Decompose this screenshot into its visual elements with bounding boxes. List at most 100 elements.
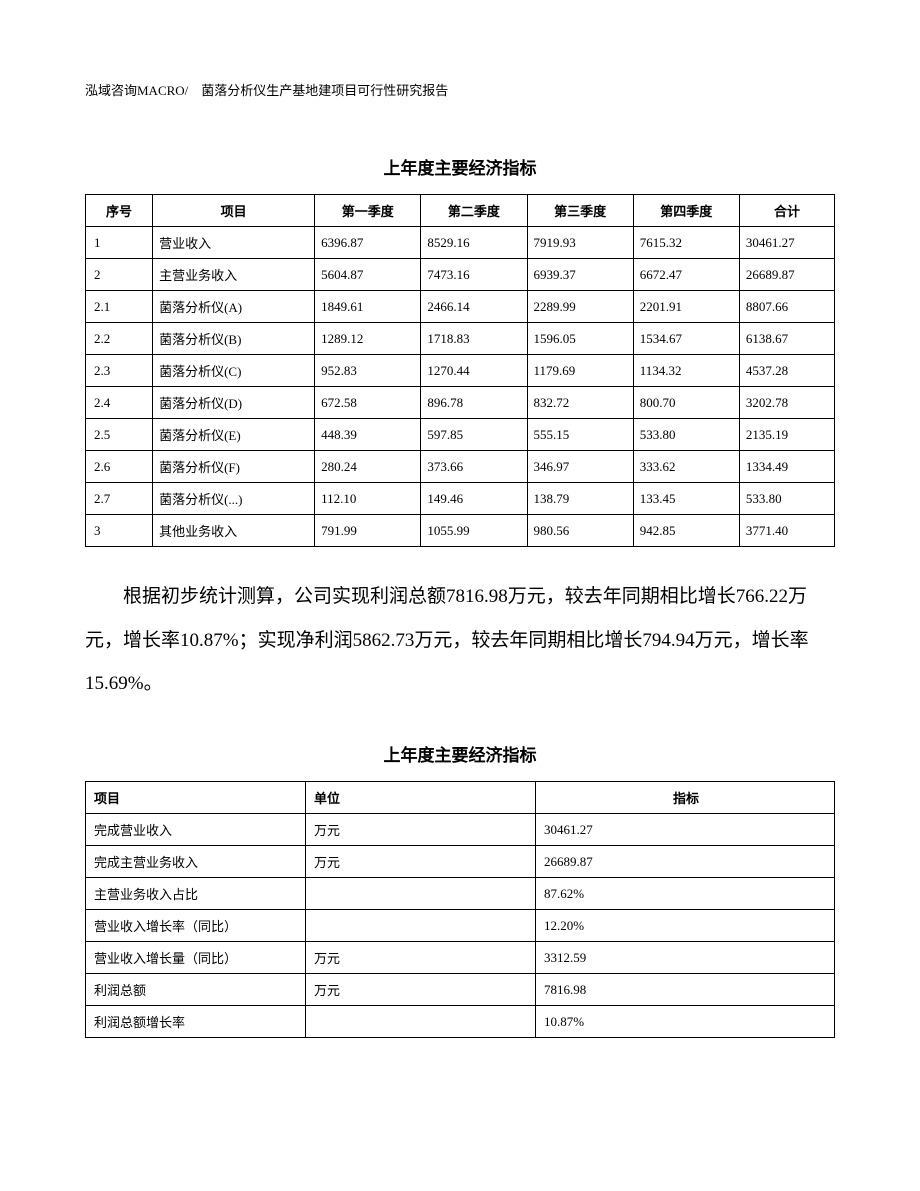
table-row: 主营业务收入占比 87.62%	[86, 878, 835, 910]
cell-item: 菌落分析仪(B)	[153, 323, 315, 355]
cell-q3: 555.15	[527, 419, 633, 451]
cell-unit: 万元	[306, 974, 536, 1006]
cell-seq: 2.6	[86, 451, 153, 483]
cell-seq: 2.5	[86, 419, 153, 451]
table1-header-seq: 序号	[86, 195, 153, 227]
table1-header-row: 序号 项目 第一季度 第二季度 第三季度 第四季度 合计	[86, 195, 835, 227]
cell-q2: 1718.83	[421, 323, 527, 355]
cell-value: 7816.98	[536, 974, 835, 1006]
cell-value: 12.20%	[536, 910, 835, 942]
cell-q1: 448.39	[315, 419, 421, 451]
cell-q4: 7615.32	[633, 227, 739, 259]
cell-item: 菌落分析仪(D)	[153, 387, 315, 419]
cell-q1: 1849.61	[315, 291, 421, 323]
cell-total: 8807.66	[739, 291, 834, 323]
cell-q1: 112.10	[315, 483, 421, 515]
cell-item: 菌落分析仪(F)	[153, 451, 315, 483]
cell-value: 10.87%	[536, 1006, 835, 1038]
cell-q4: 333.62	[633, 451, 739, 483]
cell-item: 营业收入增长率（同比）	[86, 910, 306, 942]
cell-q2: 2466.14	[421, 291, 527, 323]
cell-item: 菌落分析仪(E)	[153, 419, 315, 451]
economic-indicators-table-quarterly: 序号 项目 第一季度 第二季度 第三季度 第四季度 合计 1 营业收入 6396…	[85, 194, 835, 547]
cell-total: 3202.78	[739, 387, 834, 419]
cell-q4: 1134.32	[633, 355, 739, 387]
table-row: 完成营业收入 万元 30461.27	[86, 814, 835, 846]
cell-seq: 1	[86, 227, 153, 259]
table2-header-value: 指标	[536, 782, 835, 814]
cell-value: 87.62%	[536, 878, 835, 910]
cell-q3: 6939.37	[527, 259, 633, 291]
table-row: 1 营业收入 6396.87 8529.16 7919.93 7615.32 3…	[86, 227, 835, 259]
cell-seq: 2.1	[86, 291, 153, 323]
cell-q1: 1289.12	[315, 323, 421, 355]
cell-seq: 2.3	[86, 355, 153, 387]
cell-value: 26689.87	[536, 846, 835, 878]
cell-item: 其他业务收入	[153, 515, 315, 547]
table1-header-q2: 第二季度	[421, 195, 527, 227]
table-row: 2.2 菌落分析仪(B) 1289.12 1718.83 1596.05 153…	[86, 323, 835, 355]
cell-seq: 3	[86, 515, 153, 547]
cell-q3: 138.79	[527, 483, 633, 515]
cell-q1: 280.24	[315, 451, 421, 483]
cell-item: 完成营业收入	[86, 814, 306, 846]
cell-unit: 万元	[306, 814, 536, 846]
cell-item: 主营业务收入占比	[86, 878, 306, 910]
cell-item: 菌落分析仪(C)	[153, 355, 315, 387]
table2-header-row: 项目 单位 指标	[86, 782, 835, 814]
cell-item: 菌落分析仪(...)	[153, 483, 315, 515]
cell-seq: 2.7	[86, 483, 153, 515]
cell-q4: 6672.47	[633, 259, 739, 291]
table1-header-item: 项目	[153, 195, 315, 227]
cell-total: 6138.67	[739, 323, 834, 355]
cell-q3: 7919.93	[527, 227, 633, 259]
cell-total: 4537.28	[739, 355, 834, 387]
cell-q1: 952.83	[315, 355, 421, 387]
cell-seq: 2.4	[86, 387, 153, 419]
cell-q4: 2201.91	[633, 291, 739, 323]
cell-q2: 1055.99	[421, 515, 527, 547]
table-row: 2.3 菌落分析仪(C) 952.83 1270.44 1179.69 1134…	[86, 355, 835, 387]
table1-title: 上年度主要经济指标	[85, 154, 835, 179]
table-row: 利润总额增长率 10.87%	[86, 1006, 835, 1038]
table-row: 营业收入增长率（同比） 12.20%	[86, 910, 835, 942]
document-header: 泓域咨询MACRO/ 菌落分析仪生产基地建项目可行性研究报告	[85, 80, 835, 99]
cell-q1: 6396.87	[315, 227, 421, 259]
cell-q3: 2289.99	[527, 291, 633, 323]
cell-q2: 149.46	[421, 483, 527, 515]
cell-unit	[306, 1006, 536, 1038]
cell-q4: 533.80	[633, 419, 739, 451]
table1-body: 1 营业收入 6396.87 8529.16 7919.93 7615.32 3…	[86, 227, 835, 547]
cell-item: 完成主营业务收入	[86, 846, 306, 878]
table2-header-unit: 单位	[306, 782, 536, 814]
table2-title: 上年度主要经济指标	[85, 741, 835, 766]
cell-total: 533.80	[739, 483, 834, 515]
table2-body: 完成营业收入 万元 30461.27 完成主营业务收入 万元 26689.87 …	[86, 814, 835, 1038]
cell-unit	[306, 910, 536, 942]
table1-header-q3: 第三季度	[527, 195, 633, 227]
table-row: 完成主营业务收入 万元 26689.87	[86, 846, 835, 878]
table-row: 2.6 菌落分析仪(F) 280.24 373.66 346.97 333.62…	[86, 451, 835, 483]
table2-header-item: 项目	[86, 782, 306, 814]
cell-total: 26689.87	[739, 259, 834, 291]
cell-total: 3771.40	[739, 515, 834, 547]
cell-seq: 2.2	[86, 323, 153, 355]
cell-unit: 万元	[306, 846, 536, 878]
cell-q2: 597.85	[421, 419, 527, 451]
cell-item: 利润总额增长率	[86, 1006, 306, 1038]
cell-q3: 1596.05	[527, 323, 633, 355]
table1-header-q4: 第四季度	[633, 195, 739, 227]
cell-q2: 7473.16	[421, 259, 527, 291]
cell-q2: 1270.44	[421, 355, 527, 387]
table1-header-q1: 第一季度	[315, 195, 421, 227]
economic-indicators-table-summary: 项目 单位 指标 完成营业收入 万元 30461.27 完成主营业务收入 万元 …	[85, 781, 835, 1038]
cell-item: 菌落分析仪(A)	[153, 291, 315, 323]
cell-item: 利润总额	[86, 974, 306, 1006]
cell-total: 2135.19	[739, 419, 834, 451]
cell-value: 3312.59	[536, 942, 835, 974]
table-row: 2.7 菌落分析仪(...) 112.10 149.46 138.79 133.…	[86, 483, 835, 515]
table1-header-total: 合计	[739, 195, 834, 227]
cell-q4: 942.85	[633, 515, 739, 547]
table-row: 利润总额 万元 7816.98	[86, 974, 835, 1006]
table-row: 2.4 菌落分析仪(D) 672.58 896.78 832.72 800.70…	[86, 387, 835, 419]
